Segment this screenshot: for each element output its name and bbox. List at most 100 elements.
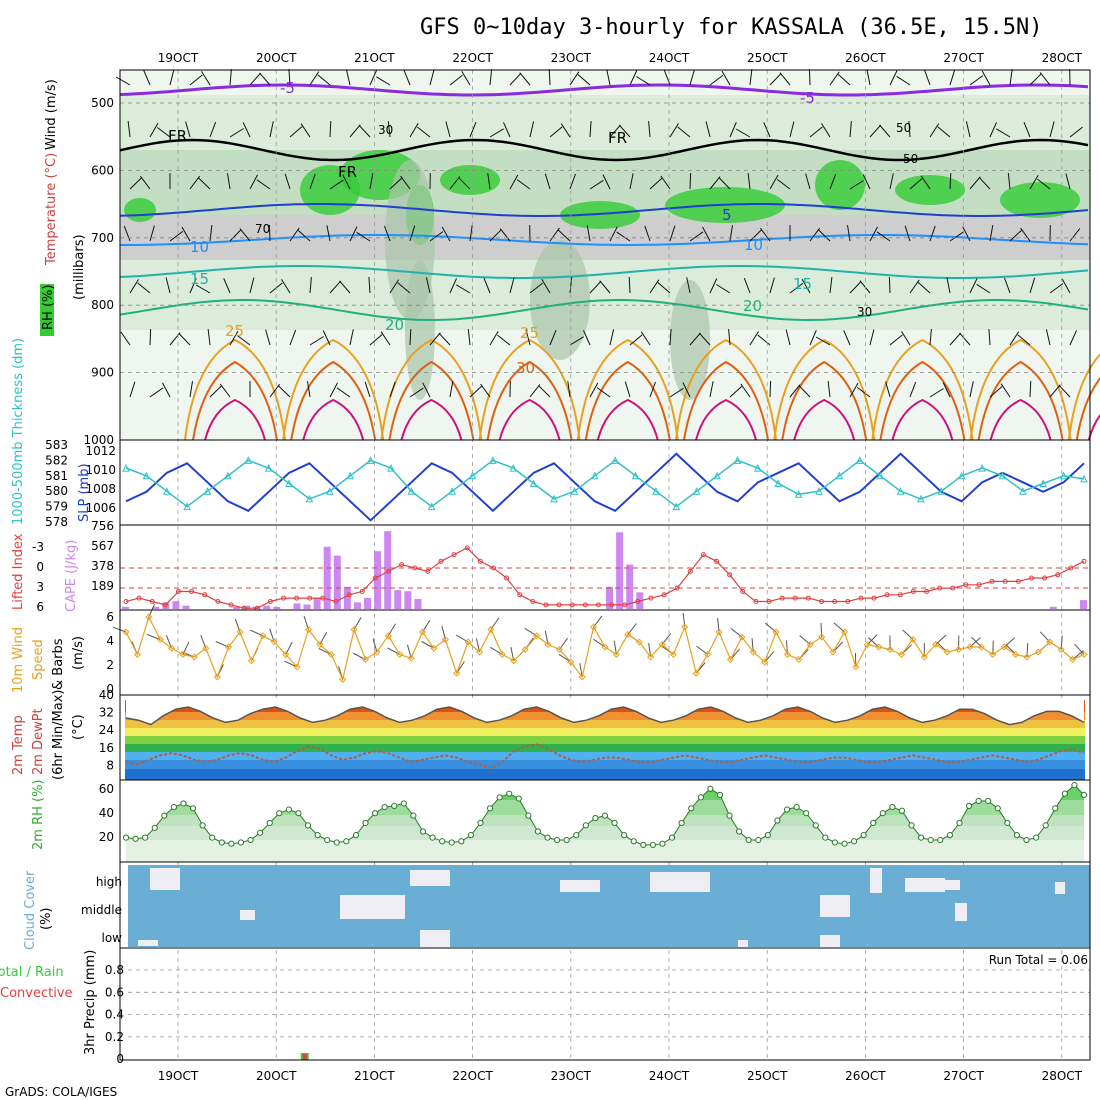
thickness-point: [998, 471, 1007, 480]
wind-speed-point: [590, 623, 598, 631]
frame-slp-thickness: [119, 439, 1091, 526]
li-point: [740, 588, 746, 594]
wind-speed-point: [886, 645, 894, 654]
temp-tick: 24: [99, 723, 114, 737]
wind-legend: Wind (m/s): [44, 79, 59, 150]
rh-point: [410, 812, 417, 819]
wind-barb: [429, 231, 444, 242]
wind-tick: 2: [106, 658, 114, 672]
wind-barb: [978, 176, 991, 190]
isotherm-25: [576, 338, 679, 441]
wind-barb: [389, 381, 396, 398]
rh-point: [956, 819, 963, 827]
wind-barb: [785, 329, 791, 346]
rh-point: [803, 810, 810, 817]
wind-barb: [300, 123, 311, 138]
wind-barb: [499, 228, 511, 242]
isotherm-25: [675, 338, 777, 441]
thickness-tick: 578: [45, 515, 68, 529]
rh-band: [120, 95, 1090, 150]
rh-point: [649, 841, 657, 849]
wind-barb: [709, 278, 718, 294]
wind-barb: [879, 124, 891, 138]
rh-point: [304, 822, 312, 829]
thickness-point: [509, 463, 518, 472]
wind-barb: [809, 330, 817, 346]
wind-barb: [480, 383, 491, 398]
li-point: [661, 592, 667, 598]
rh-point: [793, 804, 800, 811]
wind-barb: [946, 277, 951, 294]
li-point: [753, 599, 759, 604]
wind-barb: [269, 383, 281, 398]
wind-barb: [709, 75, 724, 86]
rh-point: [1033, 834, 1040, 841]
wind-barb: [618, 124, 631, 138]
thickness-point: [387, 463, 395, 472]
wind-barb: [669, 387, 684, 398]
wind-barb: [469, 225, 473, 242]
wind-barb: [429, 69, 435, 86]
wind-barb: [976, 283, 991, 294]
thickness-line: [125, 459, 1085, 508]
wind-barb: [869, 226, 878, 242]
wind-barb: [569, 173, 576, 190]
wind-speed-point: [247, 657, 255, 665]
pressure-tick: 700: [91, 231, 114, 245]
rh-point: [180, 800, 187, 807]
wind-barb: [309, 277, 312, 294]
rh-moist-area: [815, 160, 865, 210]
wind-speed-point: [1012, 650, 1020, 659]
thickness-point: [631, 471, 640, 480]
wind-barb: [549, 126, 563, 138]
wind-barb: [1004, 277, 1011, 294]
temp-color-band: [125, 744, 1085, 752]
rh-point: [1023, 836, 1030, 844]
wind-barb: [198, 177, 211, 190]
isotherm-35: [891, 398, 954, 441]
rh-point: [937, 836, 944, 844]
wind-barb: [1029, 73, 1042, 86]
wind-barb: [422, 382, 431, 398]
rh-point: [257, 829, 264, 836]
li-point: [267, 599, 273, 604]
rh-point: [391, 802, 398, 809]
wind-barb: [885, 381, 891, 398]
thickness-tick: 580: [45, 484, 68, 498]
rh-tick: 20: [99, 830, 114, 844]
isotherm-25: [871, 338, 974, 441]
wind-speed-point: [533, 632, 541, 640]
rh-label: 70: [255, 222, 270, 236]
isotherm-30: [486, 360, 573, 441]
wind-barb: [120, 331, 131, 346]
wind-speed-point: [339, 675, 347, 684]
wind-barb: [589, 382, 599, 398]
li-tick: -3: [32, 540, 44, 554]
wind-barb: [409, 225, 416, 242]
wind-barb: [969, 75, 984, 86]
wind-speed-point: [601, 643, 609, 651]
cloud-ylabel: Cloud Cover: [23, 870, 38, 950]
rh-point: [879, 810, 886, 817]
thickness-point: [346, 471, 355, 480]
li-point: [202, 592, 208, 598]
wind-barb: [949, 172, 952, 190]
wind-barb: [609, 329, 615, 346]
li-point: [189, 588, 195, 594]
cape-bar: [384, 531, 392, 609]
wind-barb: [1049, 384, 1061, 398]
thickness-point: [733, 456, 742, 464]
wind-barb: [677, 126, 691, 138]
cloud-block: [240, 910, 255, 920]
isotherm-30: [683, 360, 769, 441]
wind-speed-point: [316, 640, 324, 649]
wind-barb: [629, 70, 638, 86]
x-tick-bottom: 27OCT: [943, 1069, 984, 1083]
wind-barb: [942, 382, 951, 398]
wind-barb: [889, 334, 903, 346]
wind-speed-point: [772, 628, 780, 636]
wind-speed-point: [476, 648, 484, 656]
li-point: [924, 588, 930, 594]
thickness-ylabel: 1000-500mb Thickness (dm): [11, 338, 26, 525]
wind-barb: [129, 177, 142, 190]
